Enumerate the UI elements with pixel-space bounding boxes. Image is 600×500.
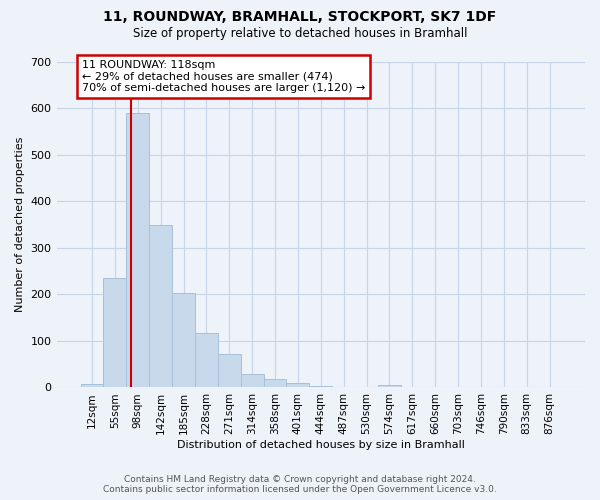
Text: Contains HM Land Registry data © Crown copyright and database right 2024.
Contai: Contains HM Land Registry data © Crown c… [103, 474, 497, 494]
Bar [80, 384, 103, 388]
Bar [310, 386, 332, 388]
Bar [241, 374, 263, 388]
Bar [172, 293, 195, 388]
Text: 11 ROUNDWAY: 118sqm
← 29% of detached houses are smaller (474)
70% of semi-detac: 11 ROUNDWAY: 118sqm ← 29% of detached ho… [82, 60, 365, 93]
Text: Size of property relative to detached houses in Bramhall: Size of property relative to detached ho… [133, 28, 467, 40]
Bar [195, 333, 218, 388]
Text: 11, ROUNDWAY, BRAMHALL, STOCKPORT, SK7 1DF: 11, ROUNDWAY, BRAMHALL, STOCKPORT, SK7 1… [103, 10, 497, 24]
Bar [103, 278, 127, 388]
Bar [149, 226, 172, 388]
Y-axis label: Number of detached properties: Number of detached properties [15, 137, 25, 312]
Bar [218, 354, 241, 388]
Bar [378, 384, 401, 388]
X-axis label: Distribution of detached houses by size in Bramhall: Distribution of detached houses by size … [177, 440, 465, 450]
Bar [263, 379, 286, 388]
Bar [127, 112, 149, 388]
Bar [286, 383, 310, 388]
